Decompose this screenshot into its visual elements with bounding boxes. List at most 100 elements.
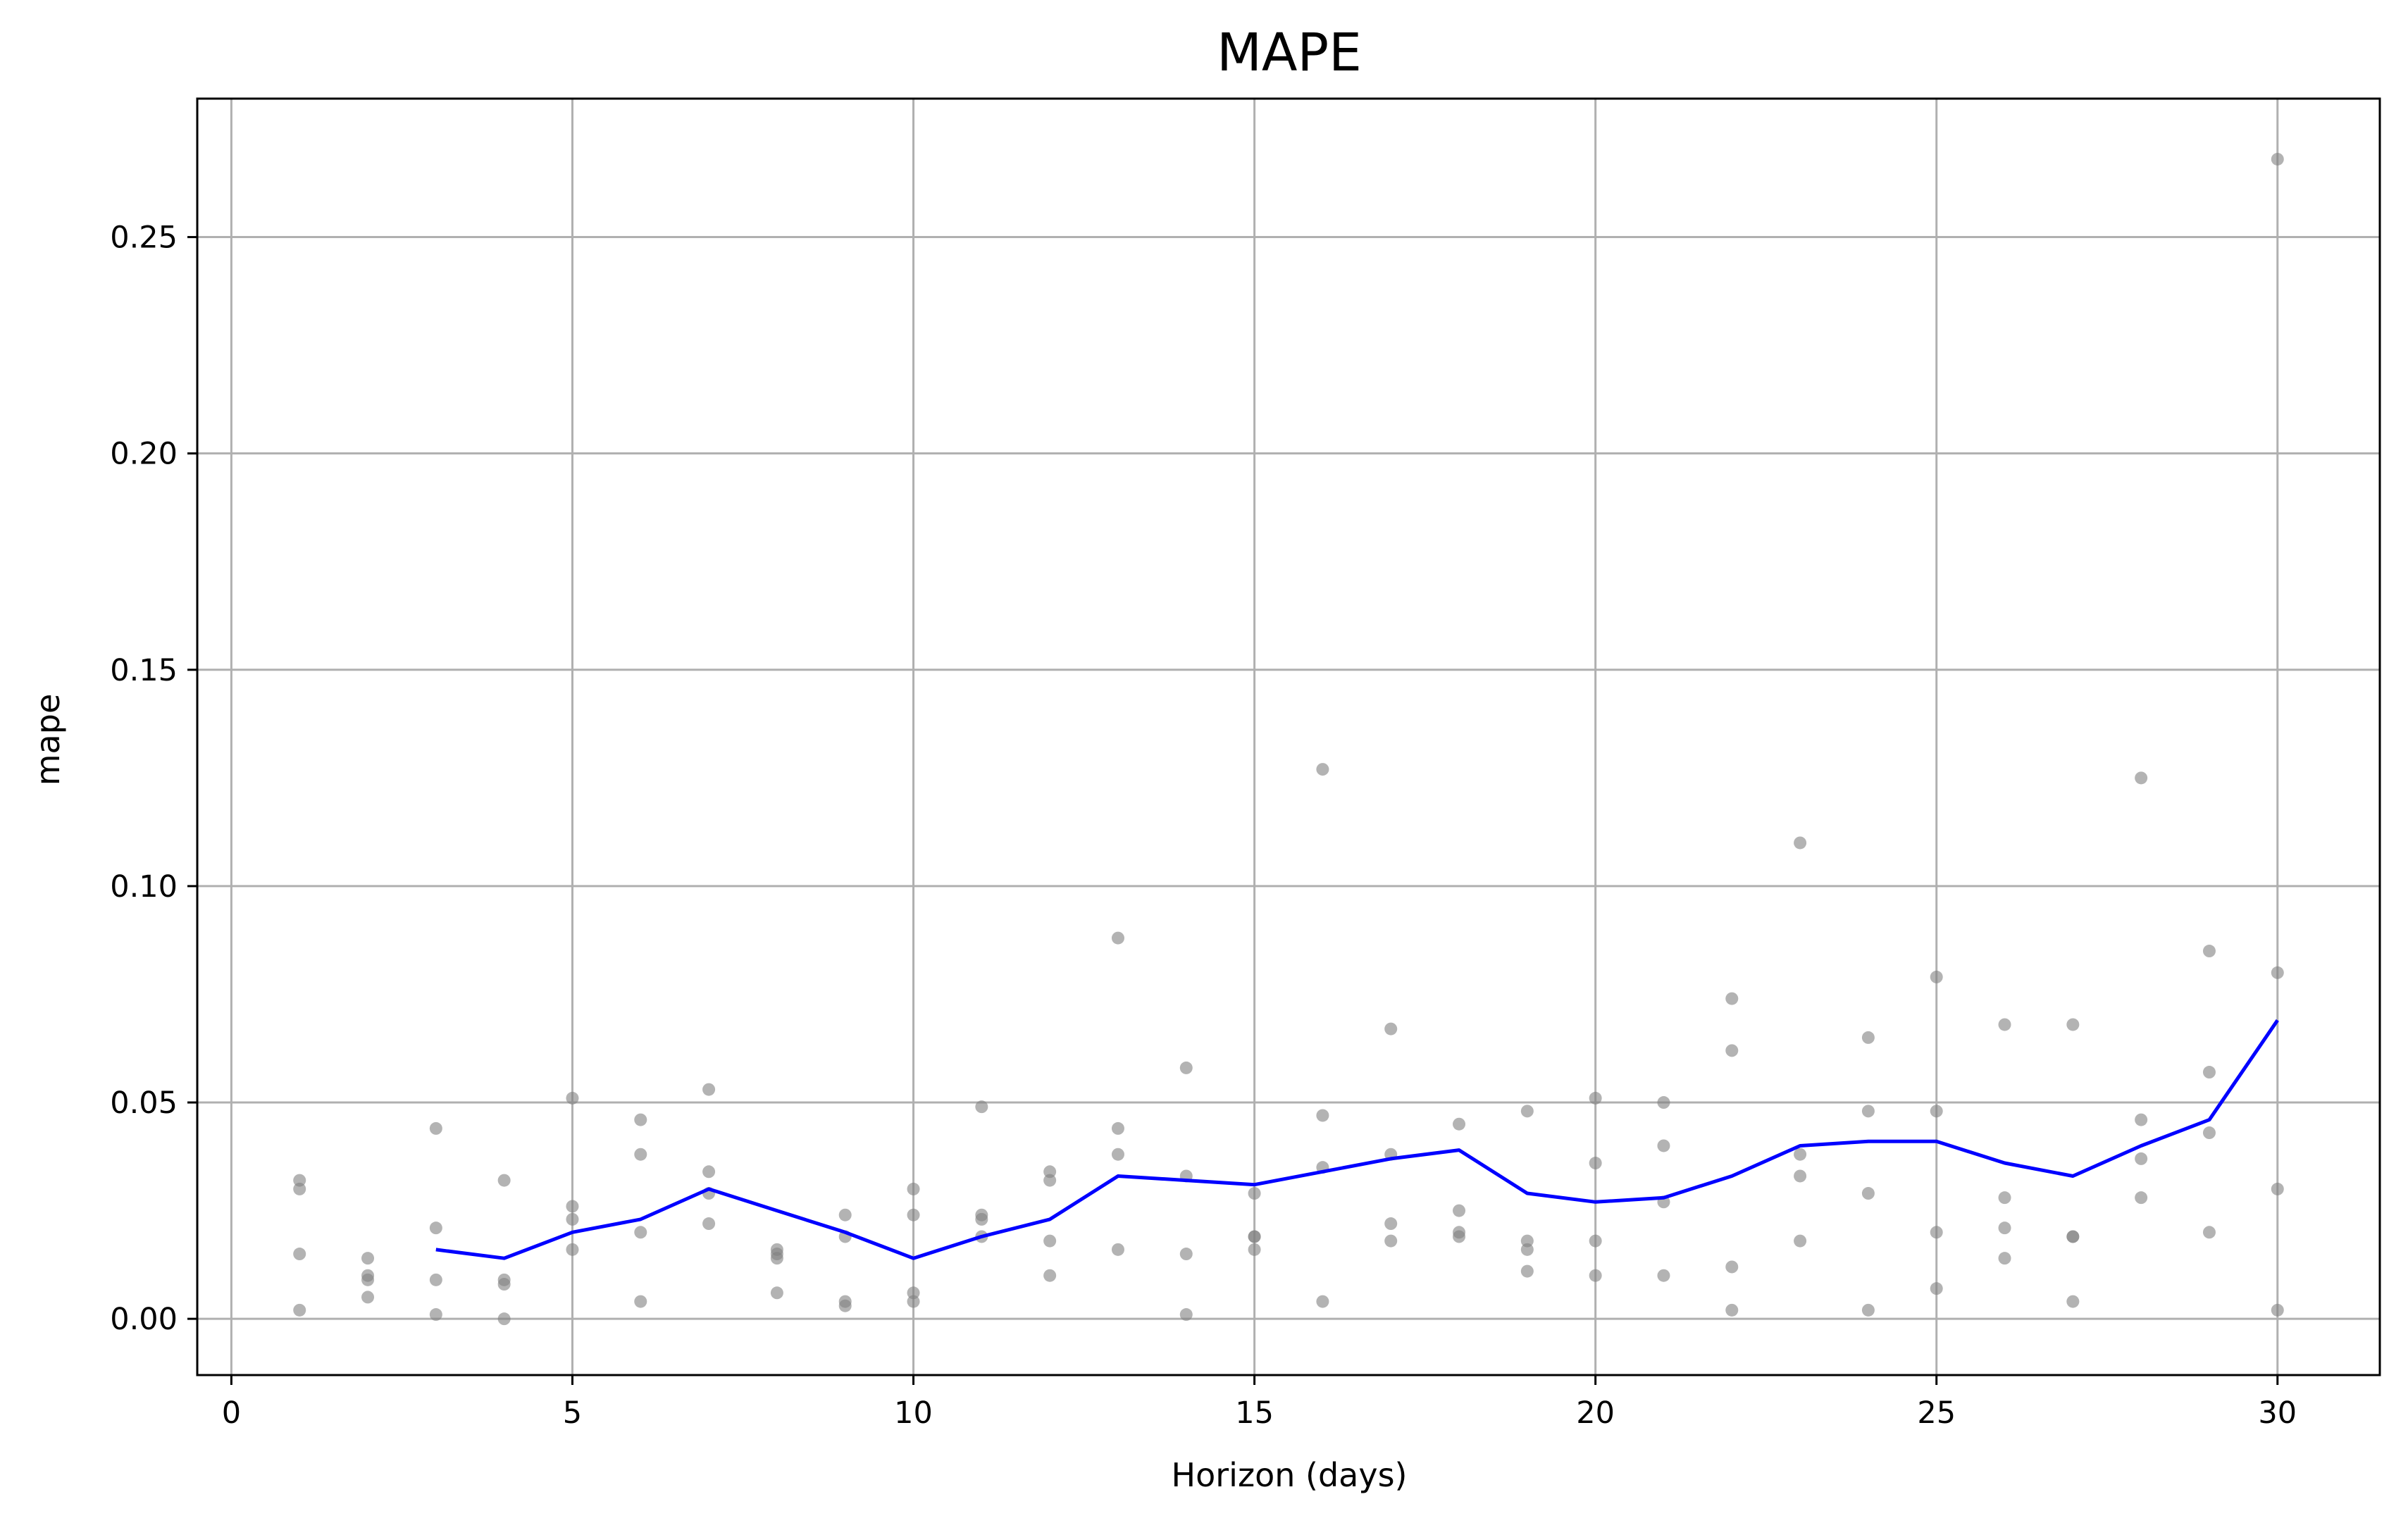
scatter-point (1998, 1018, 2011, 1031)
scatter-point (1589, 1091, 1602, 1105)
scatter-point (1043, 1174, 1057, 1187)
scatter-point (907, 1182, 920, 1195)
scatter-point (293, 1248, 306, 1261)
scatter-point (429, 1121, 442, 1135)
scatter-point (293, 1182, 306, 1195)
scatter-point (2066, 1295, 2080, 1308)
scatter-point (1179, 1308, 1193, 1322)
scatter-point (1930, 1105, 1943, 1118)
scatter-point (2135, 1113, 2148, 1126)
y-tick-label: 0.20 (110, 437, 178, 472)
scatter-point (1861, 1105, 1875, 1118)
scatter-point (361, 1291, 375, 1304)
scatter-point (2271, 152, 2284, 166)
scatter-point (497, 1278, 511, 1291)
scatter-point (702, 1083, 716, 1096)
scatter-point (838, 1299, 852, 1312)
scatter-point (702, 1217, 716, 1231)
scatter-point (1384, 1217, 1398, 1231)
scatter-point (1725, 1303, 1739, 1317)
scatter-point (1248, 1230, 1261, 1243)
scatter-point (2271, 1182, 2284, 1195)
x-tick-label: 25 (1917, 1395, 1956, 1431)
x-tick-label: 10 (894, 1395, 933, 1431)
scatter-point (566, 1091, 579, 1105)
scatter-point (1794, 1169, 1807, 1183)
y-tick-label: 0.00 (110, 1302, 178, 1337)
y-axis-label: mape (29, 694, 67, 786)
scatter-point (566, 1200, 579, 1213)
scatter-point (497, 1312, 511, 1326)
scatter-point (1179, 1248, 1193, 1261)
scatter-point (907, 1295, 920, 1308)
scatter-point (429, 1308, 442, 1322)
scatter-point (634, 1226, 647, 1239)
scatter-point (634, 1295, 647, 1308)
x-axis-label: Horizon (days) (1172, 1456, 1408, 1494)
scatter-point (634, 1113, 647, 1126)
scatter-point (975, 1100, 988, 1114)
scatter-point (770, 1252, 783, 1265)
scatter-points (293, 152, 2284, 1326)
scatter-point (1930, 970, 1943, 983)
scatter-point (1248, 1243, 1261, 1256)
scatter-point (1179, 1061, 1193, 1074)
scatter-point (566, 1212, 579, 1226)
scatter-point (1111, 1243, 1124, 1256)
scatter-point (1453, 1117, 1466, 1131)
scatter-point (1998, 1191, 2011, 1205)
scatter-point (2066, 1230, 2080, 1243)
y-tick-label: 0.15 (110, 653, 178, 688)
scatter-point (770, 1286, 783, 1300)
x-tick-label: 30 (2258, 1395, 2297, 1431)
x-tick-label: 20 (1576, 1395, 1615, 1431)
scatter-point (566, 1243, 579, 1256)
scatter-point (1998, 1252, 2011, 1265)
scatter-point (2202, 1066, 2216, 1079)
mean-mape-line (435, 1019, 2279, 1260)
scatter-point (1248, 1187, 1261, 1200)
scatter-point (1657, 1139, 1670, 1152)
scatter-point (1725, 1260, 1739, 1274)
scatter-point (1316, 763, 1329, 776)
scatter-point (1316, 1295, 1329, 1308)
scatter-point (2271, 966, 2284, 979)
mean-line-series (435, 1019, 2279, 1260)
scatter-point (1111, 1121, 1124, 1135)
scatter-point (1589, 1269, 1602, 1282)
scatter-point (838, 1208, 852, 1221)
scatter-point (1384, 1234, 1398, 1248)
scatter-point (1589, 1234, 1602, 1248)
scatter-point (634, 1148, 647, 1161)
scatter-point (1520, 1264, 1534, 1278)
scatter-point (702, 1165, 716, 1179)
x-tick-label: 0 (222, 1395, 241, 1431)
scatter-point (1520, 1243, 1534, 1256)
axis-ticks: 0 5 10 15 20 25 30 0.00 0.05 0.10 0.15 0.20 0.25 (110, 220, 2297, 1431)
scatter-point (1930, 1282, 1943, 1295)
scatter-point (1111, 931, 1124, 945)
scatter-point (1316, 1109, 1329, 1122)
scatter-point (429, 1221, 442, 1235)
scatter-point (1725, 1044, 1739, 1057)
scatter-point (1794, 836, 1807, 850)
scatter-point (2202, 1126, 2216, 1140)
y-tick-label: 0.10 (110, 869, 178, 905)
scatter-point (1520, 1105, 1534, 1118)
scatter-point (1043, 1234, 1057, 1248)
scatter-point (1589, 1157, 1602, 1170)
scatter-point (1657, 1269, 1670, 1282)
scatter-point (1930, 1226, 1943, 1239)
chart-title: MAPE (1217, 23, 1362, 83)
x-tick-label: 15 (1235, 1395, 1274, 1431)
scatter-point (1453, 1230, 1466, 1243)
scatter-point (2135, 1152, 2148, 1165)
scatter-point (293, 1303, 306, 1317)
grid-lines (197, 99, 2380, 1375)
scatter-point (361, 1252, 375, 1265)
scatter-point (1725, 992, 1739, 1005)
plot-frame (196, 97, 2381, 1376)
scatter-point (1861, 1187, 1875, 1200)
scatter-point (1657, 1096, 1670, 1109)
